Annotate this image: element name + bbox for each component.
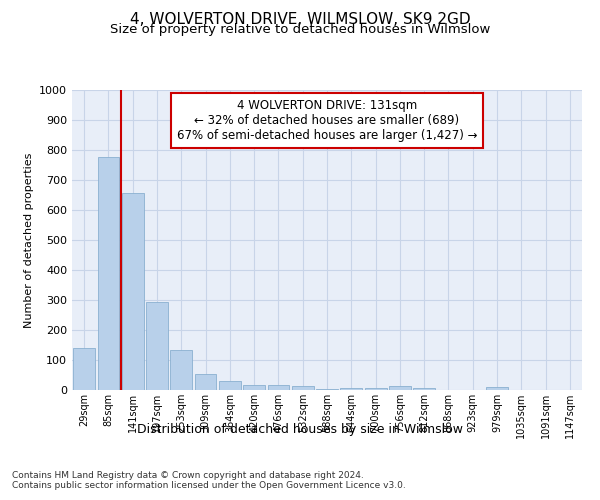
Bar <box>316 388 338 390</box>
Bar <box>243 384 265 390</box>
Bar <box>219 381 241 390</box>
Bar <box>73 348 95 390</box>
Text: Size of property relative to detached houses in Wilmslow: Size of property relative to detached ho… <box>110 22 490 36</box>
Bar <box>146 302 168 390</box>
Text: Contains HM Land Registry data © Crown copyright and database right 2024.: Contains HM Land Registry data © Crown c… <box>12 470 364 480</box>
Bar <box>340 388 362 390</box>
Bar <box>122 192 143 390</box>
Bar <box>194 374 217 390</box>
Bar <box>389 386 411 390</box>
Text: Distribution of detached houses by size in Wilmslow: Distribution of detached houses by size … <box>137 422 463 436</box>
Bar <box>170 350 192 390</box>
Bar <box>292 386 314 390</box>
Bar <box>365 388 386 390</box>
Text: Contains public sector information licensed under the Open Government Licence v3: Contains public sector information licen… <box>12 480 406 490</box>
Bar <box>268 384 289 390</box>
Y-axis label: Number of detached properties: Number of detached properties <box>23 152 34 328</box>
Bar <box>486 387 508 390</box>
Bar <box>97 156 119 390</box>
Text: 4, WOLVERTON DRIVE, WILMSLOW, SK9 2GD: 4, WOLVERTON DRIVE, WILMSLOW, SK9 2GD <box>130 12 470 28</box>
Bar <box>413 388 435 390</box>
Text: 4 WOLVERTON DRIVE: 131sqm
← 32% of detached houses are smaller (689)
67% of semi: 4 WOLVERTON DRIVE: 131sqm ← 32% of detac… <box>177 99 477 142</box>
